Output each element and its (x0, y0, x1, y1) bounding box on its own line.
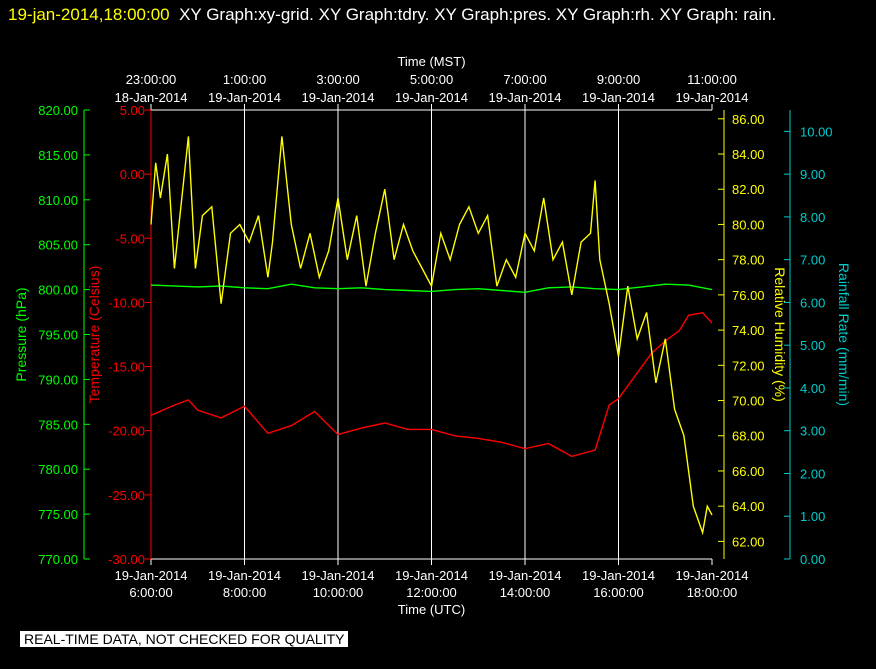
rain-tick-label: 2.00 (800, 466, 825, 481)
x-tick-date: 19-Jan-2014 (208, 568, 281, 583)
rain-tick-label: 10.00 (800, 124, 833, 139)
humidity-tick-label: 80.00 (732, 217, 765, 232)
humidity-axis-label: Relative Humidity (%) (772, 267, 788, 402)
temperature-tick-label: -20.00 (108, 424, 145, 439)
pressure-tick-label: 820.00 (38, 103, 78, 118)
humidity-tick-label: 72.00 (732, 358, 765, 373)
rain-axis-label: Rainfall Rate (mm/min) (836, 263, 852, 406)
pressure-tick-label: 790.00 (38, 372, 78, 387)
pressure-tick-label: 775.00 (38, 507, 78, 522)
temperature-tick-label: 5.00 (120, 103, 145, 118)
rain-tick-label: 8.00 (800, 210, 825, 225)
pressure-tick-label: 805.00 (38, 238, 78, 253)
pressure-tick-label: 770.00 (38, 552, 78, 567)
humidity-tick-label: 78.00 (732, 253, 765, 268)
humidity-tick-label: 84.00 (732, 147, 765, 162)
pressure-tick-label: 800.00 (38, 283, 78, 298)
temperature-axis-label: Temperature (Celsius) (86, 266, 102, 404)
temperature-tick-label: -15.00 (108, 360, 145, 375)
temperature-tick-label: -5.00 (115, 231, 145, 246)
humidity-tick-label: 74.00 (732, 323, 765, 338)
pressure-tick-label: 815.00 (38, 148, 78, 163)
timestamp: 19-jan-2014,18:00:00 (8, 5, 170, 24)
humidity-tick-label: 76.00 (732, 288, 765, 303)
humidity-tick-label: 64.00 (732, 499, 765, 514)
x-tick-date: 19-Jan-2014 (115, 568, 188, 583)
top-tick-time: 3:00:00 (316, 72, 359, 87)
temperature-tick-label: 0.00 (120, 167, 145, 182)
quality-notice: REAL-TIME DATA, NOT CHECKED FOR QUALITY (20, 631, 349, 647)
humidity-tick-label: 66.00 (732, 464, 765, 479)
rain-tick-label: 4.00 (800, 381, 825, 396)
rain-tick-label: 9.00 (800, 167, 825, 182)
rain-tick-label: 6.00 (800, 295, 825, 310)
humidity-tick-label: 70.00 (732, 394, 765, 409)
temperature-tick-label: -30.00 (108, 552, 145, 567)
top-tick-time: 5:00:00 (410, 72, 453, 87)
series-line-rh (150, 136, 713, 536)
humidity-tick-label: 82.00 (732, 182, 765, 197)
top-axis-label: Time (MST) (397, 54, 465, 69)
rain-tick-label: 7.00 (800, 253, 825, 268)
rain-tick-label: 1.00 (800, 509, 825, 524)
top-tick-time: 9:00:00 (597, 72, 640, 87)
pressure-tick-label: 780.00 (38, 462, 78, 477)
x-tick-date: 19-Jan-2014 (302, 568, 375, 583)
header-title-line: 19-jan-2014,18:00:00 XY Graph:xy-grid. X… (8, 2, 868, 28)
x-tick-time: 16:00:00 (593, 585, 644, 600)
x-tick-time: 10:00:00 (313, 585, 364, 600)
humidity-tick-label: 68.00 (732, 429, 765, 444)
pressure-axis-label: Pressure (hPa) (13, 287, 29, 381)
humidity-tick-label: 86.00 (732, 112, 765, 127)
x-tick-time: 8:00:00 (223, 585, 266, 600)
x-tick-date: 19-Jan-2014 (489, 568, 562, 583)
rain-tick-label: 5.00 (800, 338, 825, 353)
x-tick-date: 19-Jan-2014 (582, 568, 655, 583)
top-tick-time: 7:00:00 (503, 72, 546, 87)
x-axis-label: Time (UTC) (398, 602, 465, 617)
top-tick-time: 11:00:00 (687, 72, 737, 87)
top-tick-date: 19-Jan-2014 (208, 90, 281, 105)
temperature-tick-label: -25.00 (108, 488, 145, 503)
humidity-tick-label: 62.00 (732, 534, 765, 549)
top-tick-date: 19-Jan-2014 (489, 90, 562, 105)
x-tick-time: 12:00:00 (406, 585, 457, 600)
top-tick-date: 18-Jan-2014 (115, 90, 188, 105)
top-tick-time: 23:00:00 (126, 72, 177, 87)
graph-titles: XY Graph:xy-grid. XY Graph:tdry. XY Grap… (179, 5, 777, 24)
x-tick-time: 18:00:00 (687, 585, 738, 600)
x-tick-date: 19-Jan-2014 (676, 568, 749, 583)
series-line-tdry (150, 311, 713, 458)
temperature-tick-label: -10.00 (108, 295, 145, 310)
x-tick-date: 19-Jan-2014 (395, 568, 468, 583)
pressure-tick-label: 795.00 (38, 328, 78, 343)
rain-tick-label: 3.00 (800, 424, 825, 439)
pressure-tick-label: 810.00 (38, 193, 78, 208)
top-tick-date: 19-Jan-2014 (395, 90, 468, 105)
series-line-pres (150, 283, 713, 294)
top-tick-date: 19-Jan-2014 (676, 90, 749, 105)
top-tick-date: 19-Jan-2014 (302, 90, 375, 105)
rain-tick-label: 0.00 (800, 552, 825, 567)
top-tick-time: 1:00:00 (223, 72, 266, 87)
x-tick-time: 6:00:00 (129, 585, 172, 600)
x-tick-time: 14:00:00 (500, 585, 551, 600)
top-tick-date: 19-Jan-2014 (582, 90, 655, 105)
pressure-tick-label: 785.00 (38, 417, 78, 432)
